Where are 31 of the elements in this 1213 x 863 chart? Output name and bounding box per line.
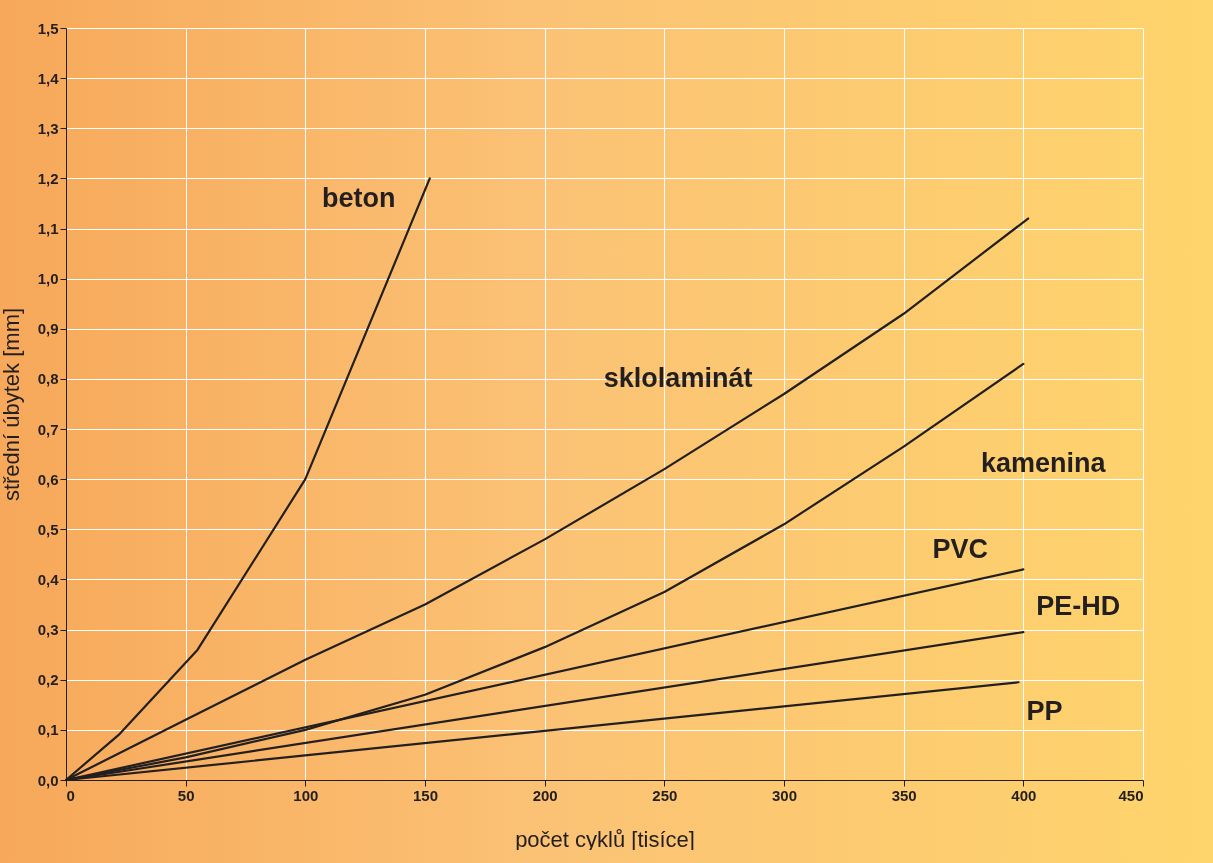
y-tick-label: 0,3 [37,621,59,639]
series-label: PP [1026,696,1063,727]
x-tick-label: 50 [177,786,195,804]
x-tick-label: 150 [412,786,439,804]
y-tick-label: 0,6 [37,470,59,488]
y-tick-label: 0,5 [37,520,59,538]
x-tick-label: 200 [532,786,558,804]
y-tick-label: 0,4 [37,570,60,588]
y-tick-label: 0,2 [37,671,59,689]
x-tick-label: 100 [293,786,319,804]
y-tick-label: 1,5 [37,19,59,37]
y-tick-label: 1,1 [37,220,59,238]
x-tick-label: 350 [891,786,917,804]
y-tick-label: 1,2 [37,169,59,187]
y-tick-label: 1,4 [37,69,60,87]
series-label: beton [322,183,396,214]
y-tick-label: 1,3 [37,119,59,137]
y-tick-label: 0,1 [37,721,59,739]
y-tick-label: 0,0 [37,771,59,789]
x-tick-label: 400 [1011,786,1037,804]
x-tick-label: 0 [66,786,75,804]
x-tick-label: 300 [771,786,798,804]
y-axis-title: střední úbytek [mm] [0,307,24,502]
series-label: PVC [932,534,989,565]
series-label: PE-HD [1036,591,1121,622]
y-tick-label: 0,8 [37,370,59,388]
y-tick-label: 1,0 [37,270,59,288]
x-tick-label: 250 [652,786,678,804]
x-tick-label: 450 [1118,786,1144,804]
y-tick-label: 0,9 [37,320,59,338]
y-tick-label: 0,7 [37,420,59,438]
